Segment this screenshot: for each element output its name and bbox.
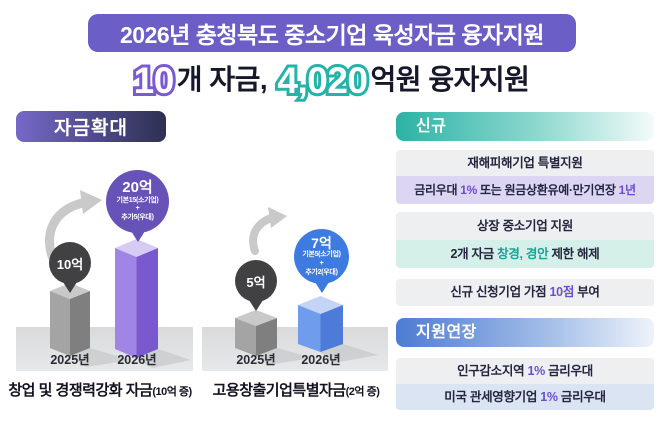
section-badge-support-extension: 지원연장 [396,318,654,347]
us-tariff-row: 미국 관세영향기업 1% 금리우대 [396,384,654,410]
chart1-2026-detail2: 추가5(우대) [121,214,154,222]
chart1-year-2026: 2026년 [117,353,157,367]
bonus-points-row: 신규 신청기업 가점 10점 부여 [396,279,654,306]
chart1-bar2-shadow [136,349,191,368]
page-title-banner: 2026년 충청북도 중소기업 육성자금 융자지원 [88,14,576,52]
chart2-2026-value-bubble: 7억 기본5(소기업) + 추가2(우대) [294,229,349,284]
chart2-2025-value-bubble: 5억 [235,260,277,302]
chart1-bar1-shadow [70,348,130,367]
chart2-2026-plus: + [319,259,324,267]
chart2-2026-value: 7억 [311,234,332,251]
chart2-caption-main: 고용창출기업특별자금 [212,382,347,399]
chart1-year-2025: 2025년 [50,353,90,367]
chart1-2026-detail1: 기본15(소기업) [116,196,159,204]
chart1-2026-value-bubble: 20억 기본15(소기업) + 추가5(우대) [106,170,169,233]
chart1-2025-value: 10억 [56,256,84,272]
chart2-caption: 고용창출기업특별자금(2억 증) [200,379,392,400]
section-badge-new: 신규 [396,112,654,141]
bar-charts-graphic [16,190,388,371]
chart1-caption-main: 창업 및 경쟁력강화 자금 [8,382,153,399]
chart1-2025-value-bubble: 10억 [49,242,91,284]
population-decline-row: 인구감소지역 1% 금리우대 [396,358,654,384]
new-item-bonus-points: 신규 신청기업 가점 10점 부여 [396,279,654,306]
listed-sme-detail-row: 2개 자금 창경, 경안 제한 해제 [396,240,654,268]
chart2-bar1-shadow [256,348,312,365]
chart1-bar-2025-cube [50,283,90,356]
chart1-caption: 창업 및 경쟁력강화 자금(10억 증) [2,379,198,400]
fund-amount-number: 4,020 4,020 [274,59,371,102]
chart1-caption-note: (10억 증) [152,386,192,398]
chart2-growth-arrow-icon [249,207,287,255]
chart1-bar-2026-column [115,239,158,358]
chart2-bar2-shadow [320,344,378,363]
summary-tail-text: 억원 융자지원 [370,64,530,95]
fund-count-number: 10 10 [131,59,178,102]
page-title: 2026년 충청북도 중소기업 육성자금 융자지원 [120,22,544,48]
chart2-2026-detail1: 기본5(소기업) [302,251,341,259]
chart2-bar-2025-cube [235,310,277,356]
chart2-year-2025: 2025년 [236,353,276,367]
listed-sme-title-row: 상장 중소기업 지원 [396,212,654,240]
new-item-listed-sme-support: 상장 중소기업 지원 2개 자금 창경, 경안 제한 해제 [396,212,654,268]
section-badge-ext-label: 지원연장 [416,324,477,341]
chart1-2026-plus: + [135,205,140,213]
chart2-year-2026: 2026년 [301,353,341,367]
section-badge-fund-expansion: 자금확대 [16,111,166,142]
chart1-2026-value: 20억 [122,179,153,197]
chart2-2026-detail2: 추가2(우대) [305,268,338,276]
chart2-2025-value: 5억 [246,274,266,290]
chart2-bar-2026-column [298,296,343,352]
chart2-caption-note: (2억 증) [345,386,380,398]
new-item-disaster-support: 재해피해기업 특별지원 금리우대 1% 또는 원금상환유예·만기연장 1년 [396,150,654,204]
extension-items: 인구감소지역 1% 금리우대 미국 관세영향기업 1% 금리우대 [396,358,654,410]
disaster-support-title-row: 재해피해기업 특별지원 [396,150,654,176]
summary-line: 10 10 개 자금, 4,020 4,020 억원 융자지원 [0,58,660,102]
summary-mid-text: 개 자금, [176,64,275,95]
section-badge-new-label: 신규 [416,118,447,135]
chart1-growth-arrow-icon [45,190,102,261]
section-badge-label: 자금확대 [54,118,128,139]
disaster-support-detail-row: 금리우대 1% 또는 원금상환유예·만기연장 1년 [396,176,654,204]
